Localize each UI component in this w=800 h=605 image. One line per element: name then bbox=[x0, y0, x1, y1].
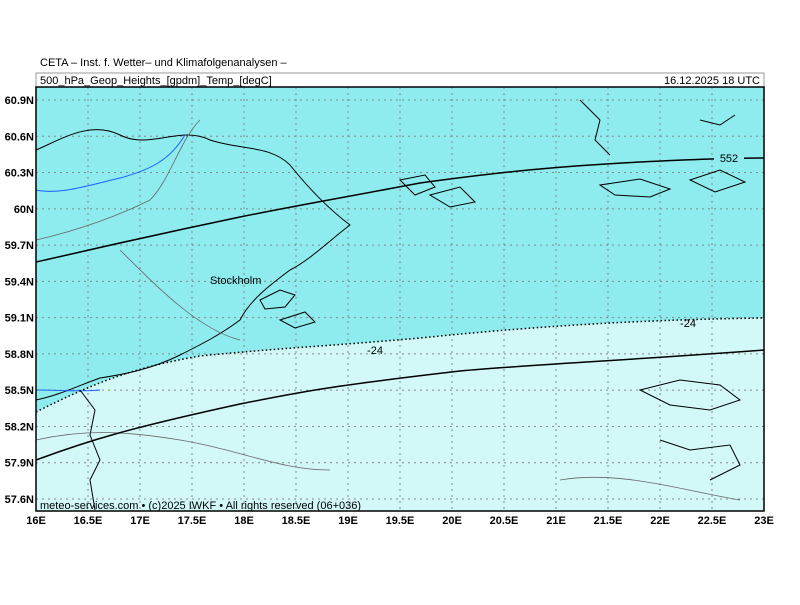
coastline bbox=[259, 99, 747, 481]
y-tick-label: 59.1N bbox=[5, 313, 34, 325]
y-tick-label: 60N bbox=[14, 204, 34, 216]
header-title: CETA – Inst. f. Wetter– und Klimafolgena… bbox=[40, 57, 287, 69]
y-tick-label: 57.6N bbox=[5, 494, 34, 506]
footer: meteo-services.com • (c)2025 IWKF • All … bbox=[40, 500, 361, 512]
x-tick-label: 18.5E bbox=[282, 515, 311, 527]
x-tick-label: 22E bbox=[650, 515, 670, 527]
y-tick-label: 58.8N bbox=[5, 349, 34, 361]
header-subtitle: 500_hPa_Geop_Heights_[gpdm]_Temp_[degC] bbox=[40, 75, 272, 87]
x-tick-label: 23E bbox=[754, 515, 774, 527]
x-tick-label: 19.5E bbox=[386, 515, 415, 527]
map: 552 -24 -24 Stockholm meteo-services.com… bbox=[35, 86, 765, 512]
x-tick-label: 20E bbox=[442, 515, 462, 527]
x-tick-label: 16.5E bbox=[74, 515, 103, 527]
y-tick-label: 59.4N bbox=[5, 276, 34, 288]
border bbox=[35, 119, 741, 501]
temp-label: -24 bbox=[367, 345, 383, 357]
river bbox=[35, 134, 186, 192]
header-timestamp: 16.12.2025 18 UTC bbox=[664, 75, 760, 87]
x-tick-label: 17E bbox=[130, 515, 150, 527]
y-tick-label: 59.7N bbox=[5, 240, 34, 252]
place-label: Stockholm bbox=[210, 275, 261, 287]
x-tick-label: 21.5E bbox=[594, 515, 623, 527]
y-tick-label: 57.9N bbox=[5, 458, 34, 470]
height-contour bbox=[35, 349, 765, 461]
temp-label: -24 bbox=[680, 318, 696, 330]
height-contour bbox=[35, 157, 765, 263]
y-tick-label: 60.6N bbox=[5, 131, 34, 143]
x-tick-label: 21E bbox=[546, 515, 566, 527]
x-tick-label: 18E bbox=[234, 515, 254, 527]
x-tick-label: 20.5E bbox=[490, 515, 519, 527]
x-tick-label: 17.5E bbox=[178, 515, 207, 527]
y-tick-label: 58.5N bbox=[5, 385, 34, 397]
height-label: 552 bbox=[720, 153, 738, 165]
river bbox=[35, 389, 101, 392]
y-tick-label: 60.9N bbox=[5, 95, 34, 107]
y-tick-label: 58.2N bbox=[5, 421, 34, 433]
y-tick-label: 60.3N bbox=[5, 168, 34, 180]
label-bg bbox=[714, 151, 744, 165]
map-frame bbox=[35, 86, 765, 512]
x-tick-label: 16E bbox=[26, 515, 46, 527]
x-tick-label: 22.5E bbox=[698, 515, 727, 527]
coastline bbox=[79, 389, 101, 511]
x-tick-label: 19E bbox=[338, 515, 358, 527]
